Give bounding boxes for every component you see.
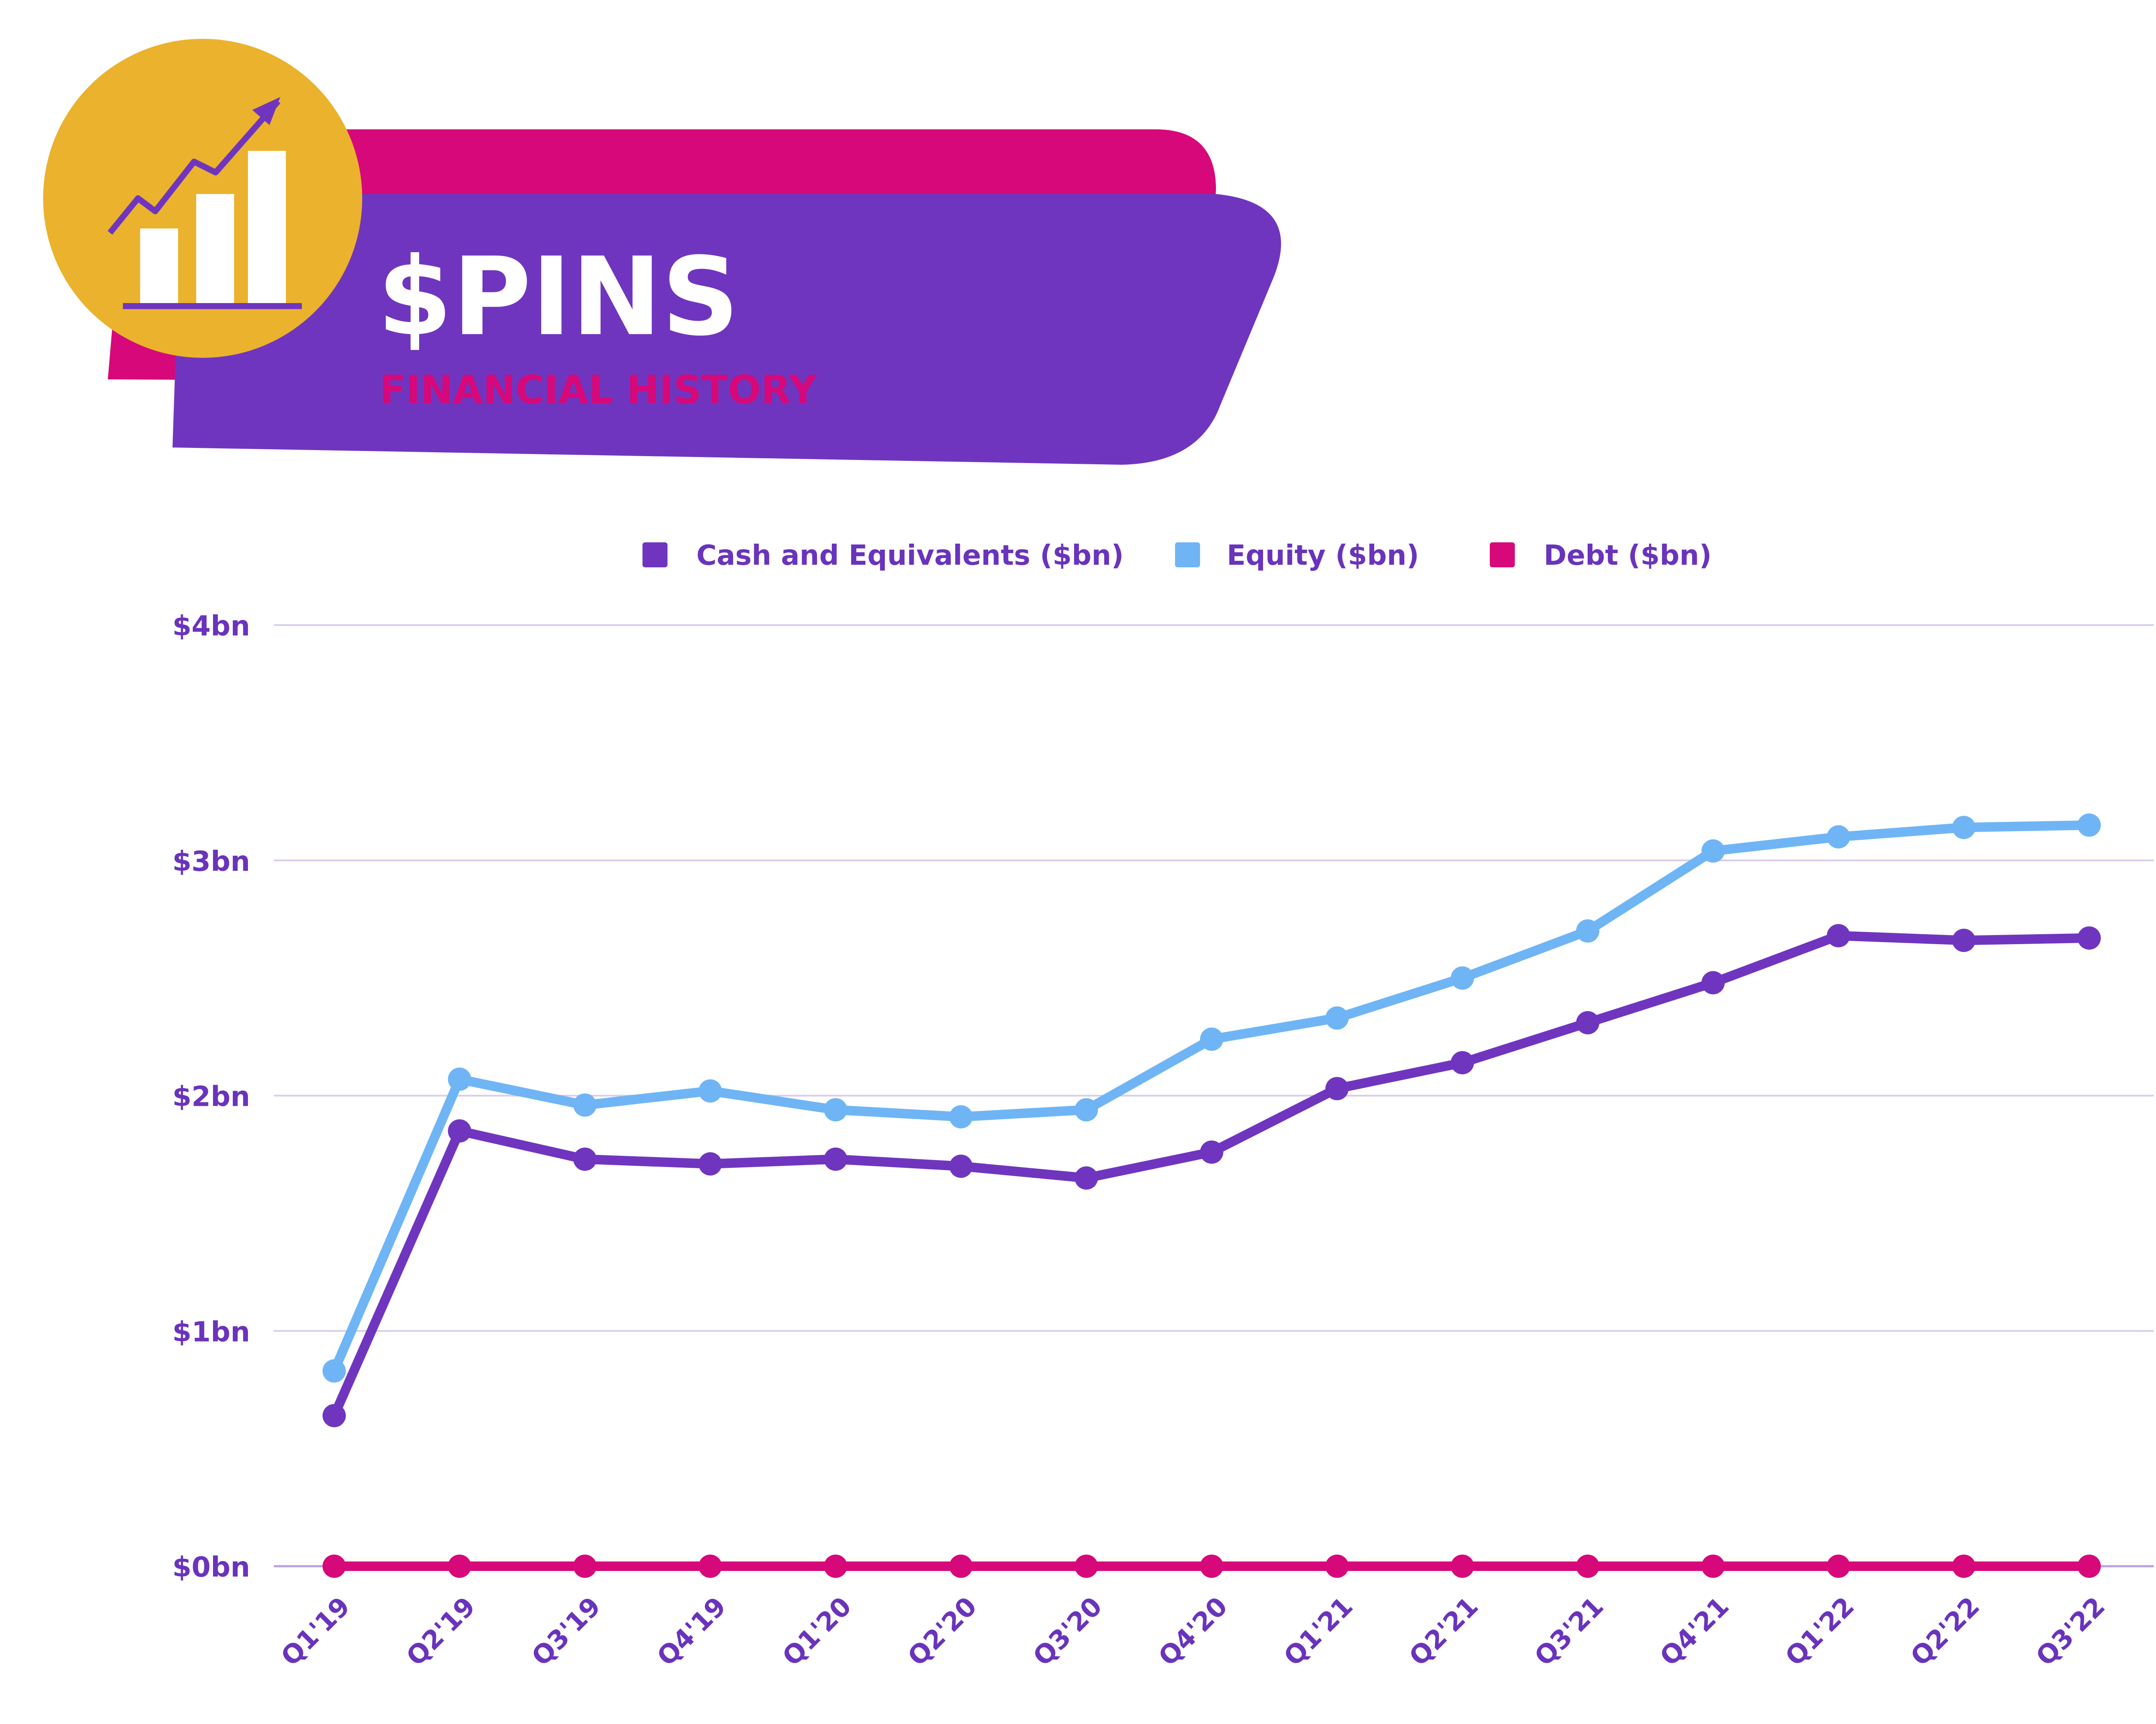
header-banner: $PINS FINANCIAL HISTORY bbox=[108, 129, 1281, 465]
y-tick-label: $2bn bbox=[172, 1081, 250, 1113]
series-1 bbox=[323, 813, 2101, 1383]
data-point bbox=[824, 1098, 847, 1122]
data-point bbox=[1576, 919, 1600, 943]
data-point bbox=[1451, 966, 1474, 990]
data-point bbox=[1075, 1098, 1098, 1122]
data-point bbox=[1325, 1006, 1349, 1030]
data-point bbox=[573, 1147, 597, 1171]
data-point bbox=[1325, 1555, 1349, 1578]
data-point bbox=[1200, 1027, 1223, 1051]
x-tick-label: Q3'21 bbox=[1529, 1591, 1610, 1672]
x-tick-label: Q3'22 bbox=[2030, 1591, 2111, 1672]
y-tick-label: $4bn bbox=[172, 610, 250, 642]
banner-front-shape bbox=[172, 194, 1281, 465]
series-0 bbox=[323, 924, 2101, 1427]
data-point bbox=[1701, 839, 1725, 863]
data-point bbox=[824, 1555, 847, 1578]
x-axis-tick-labels: Q1'19 Q2'19 Q3'19 Q4'19 Q1'20 Q2'20 Q3'20 Q4'20… bbox=[275, 1591, 2111, 1672]
series-line bbox=[329, 931, 2094, 1421]
x-tick-label: Q4'21 bbox=[1654, 1591, 1735, 1672]
data-point bbox=[448, 1555, 471, 1578]
page-subtitle: FINANCIAL HISTORY bbox=[379, 367, 818, 413]
data-point bbox=[1200, 1140, 1223, 1164]
growth-chart-icon bbox=[43, 39, 362, 358]
data-point bbox=[573, 1093, 597, 1117]
series-line bbox=[329, 820, 2094, 1376]
data-point bbox=[1576, 1555, 1600, 1578]
y-tick-label: $3bn bbox=[172, 846, 250, 878]
data-point bbox=[573, 1555, 597, 1578]
data-point bbox=[1451, 1051, 1474, 1075]
data-point bbox=[949, 1105, 973, 1129]
data-point bbox=[699, 1079, 722, 1103]
data-point bbox=[1576, 1011, 1600, 1035]
data-point bbox=[699, 1152, 722, 1176]
chart-series bbox=[323, 813, 2101, 1578]
x-tick-label: Q1'19 bbox=[275, 1591, 356, 1672]
data-point bbox=[323, 1359, 346, 1383]
data-point bbox=[1701, 1555, 1725, 1578]
data-point bbox=[1952, 816, 1976, 839]
legend-label: Debt ($bn) bbox=[1544, 540, 1712, 572]
x-tick-label: Q2'20 bbox=[902, 1591, 983, 1672]
page-title: $PINS bbox=[377, 234, 739, 360]
x-tick-label: Q2'22 bbox=[1905, 1591, 1986, 1672]
x-tick-label: Q4'19 bbox=[652, 1591, 732, 1672]
y-axis-tick-labels: $0bn $1bn $2bn $3bn $4bn bbox=[172, 610, 250, 1583]
legend-swatch bbox=[1175, 542, 1200, 567]
data-point bbox=[699, 1555, 722, 1578]
data-point bbox=[1451, 1555, 1474, 1578]
data-point bbox=[2078, 1555, 2101, 1578]
data-point bbox=[824, 1147, 847, 1171]
data-point bbox=[323, 1555, 346, 1578]
legend-label: Cash and Equivalents ($bn) bbox=[696, 540, 1124, 572]
legend-swatch bbox=[1490, 542, 1515, 567]
data-point bbox=[1952, 1555, 1976, 1578]
legend-swatch bbox=[642, 542, 667, 567]
y-tick-label: $0bn bbox=[172, 1552, 250, 1583]
data-point bbox=[1200, 1555, 1223, 1578]
data-point bbox=[448, 1067, 471, 1091]
legend-label: Equity ($bn) bbox=[1227, 540, 1419, 572]
data-point bbox=[1325, 1077, 1349, 1101]
data-point bbox=[1827, 825, 1850, 849]
x-tick-label: Q1'20 bbox=[777, 1591, 857, 1672]
x-tick-label: Q2'19 bbox=[401, 1591, 481, 1672]
x-tick-label: Q1'21 bbox=[1278, 1591, 1359, 1672]
data-point bbox=[448, 1119, 471, 1143]
data-point bbox=[949, 1155, 973, 1178]
data-point bbox=[949, 1555, 973, 1578]
data-point bbox=[1075, 1166, 1098, 1190]
series-2 bbox=[323, 1555, 2101, 1578]
x-tick-label: Q3'20 bbox=[1028, 1591, 1108, 1672]
y-tick-label: $1bn bbox=[172, 1316, 250, 1348]
data-point bbox=[1827, 924, 1850, 948]
x-tick-label: Q3'19 bbox=[526, 1591, 607, 1672]
x-tick-label: Q2'21 bbox=[1404, 1591, 1484, 1672]
data-point bbox=[1701, 971, 1725, 995]
x-tick-label: Q1'22 bbox=[1780, 1591, 1860, 1672]
data-point bbox=[1827, 1555, 1850, 1578]
data-point bbox=[323, 1404, 346, 1427]
x-tick-label: Q4'20 bbox=[1153, 1591, 1233, 1672]
data-point bbox=[1075, 1555, 1098, 1578]
chart-legend: Cash and Equivalents ($bn) Equity ($bn) De… bbox=[642, 540, 1712, 572]
data-point bbox=[2078, 926, 2101, 950]
data-point bbox=[1952, 929, 1976, 952]
data-point bbox=[2078, 813, 2101, 837]
